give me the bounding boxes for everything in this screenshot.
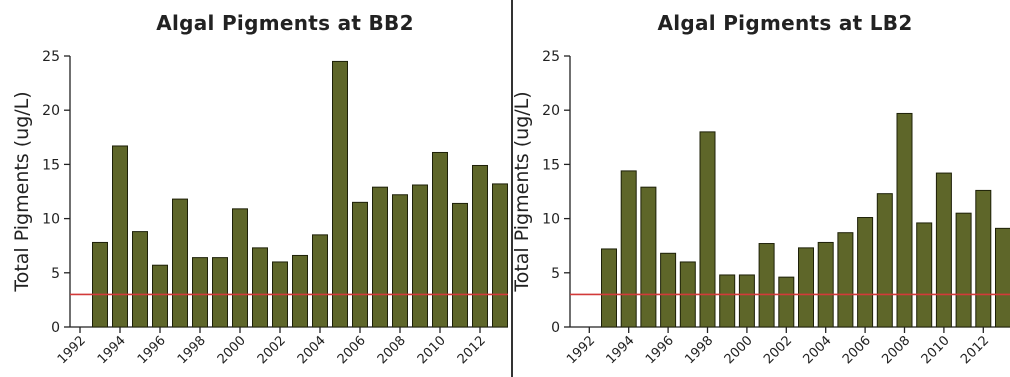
y-tick-label: 15	[42, 157, 60, 173]
y-tick-label: 5	[51, 266, 60, 282]
bar	[432, 151, 448, 328]
y-tick-label: 0	[51, 320, 60, 336]
bar	[352, 201, 368, 328]
chart-lb2: Algal Pigments at LB2 Total Pigments (ug/…	[511, 11, 1010, 367]
bar	[332, 60, 348, 328]
bar	[778, 276, 795, 328]
bar	[92, 241, 108, 328]
x-tick-label: 2012	[455, 333, 489, 367]
y-tick-label: 25	[542, 49, 560, 65]
bar	[312, 234, 328, 328]
y-tick-label: 10	[542, 212, 560, 228]
x-tick-label: 1992	[55, 333, 89, 367]
bar	[132, 231, 148, 328]
bar	[758, 243, 775, 328]
x-tick-label: 2010	[415, 333, 449, 367]
bar	[452, 202, 468, 328]
bar	[660, 252, 677, 328]
x-tick-label: 1996	[643, 333, 677, 367]
x-tick-label: 1994	[604, 333, 638, 367]
bar	[252, 247, 268, 328]
bar	[876, 193, 893, 328]
bar	[392, 194, 408, 328]
y-tick-label: 15	[542, 157, 560, 173]
bar	[232, 208, 248, 328]
y-tick-label: 0	[551, 320, 560, 336]
bar	[112, 145, 128, 328]
y-tick-label: 20	[42, 103, 60, 119]
bar	[620, 170, 637, 328]
bar	[640, 186, 657, 328]
y-axis-label: Total Pigments (ug/L)	[511, 91, 533, 292]
x-tick-label: 1992	[564, 333, 598, 367]
bar	[975, 189, 992, 328]
bar	[738, 274, 755, 328]
bar	[817, 241, 834, 328]
bar	[601, 248, 617, 328]
y-axis-label: Total Pigments (ug/L)	[11, 91, 33, 292]
x-tick-label: 2002	[761, 333, 795, 367]
chart-title: Algal Pigments at BB2	[156, 11, 414, 35]
y-tick-label: 5	[551, 266, 560, 282]
bar	[916, 222, 933, 328]
chart-title: Algal Pigments at LB2	[657, 11, 912, 35]
x-tick-label: 2006	[840, 333, 874, 367]
bar	[152, 264, 168, 328]
x-tick-label: 2000	[215, 333, 249, 367]
x-tick-label: 2004	[295, 333, 329, 367]
bar	[172, 198, 188, 328]
x-tick-label: 1994	[95, 333, 129, 367]
bar	[837, 232, 854, 328]
chart-bb2: Algal Pigments at BB2 Total Pigments (ug/…	[11, 11, 508, 367]
bar	[372, 186, 388, 328]
bar	[699, 131, 716, 328]
x-tick-label: 2004	[801, 333, 835, 367]
x-tick-label: 2008	[375, 333, 409, 367]
x-tick-label: 1996	[135, 333, 169, 367]
bar	[955, 212, 972, 328]
x-tick-label: 1998	[682, 333, 716, 367]
bar	[472, 164, 488, 328]
y-tick-label: 25	[42, 49, 60, 65]
bar	[292, 254, 308, 328]
bar	[192, 257, 208, 328]
bar	[995, 227, 1010, 328]
x-tick-label: 2006	[335, 333, 369, 367]
x-tick-label: 2010	[919, 333, 953, 367]
x-tick-label: 2002	[255, 333, 289, 367]
bar	[857, 217, 874, 328]
x-tick-label: 2012	[958, 333, 992, 367]
x-tick-label: 1998	[175, 333, 209, 367]
bar	[492, 183, 508, 328]
bar	[719, 274, 736, 328]
bar	[212, 257, 228, 328]
y-tick-label: 20	[542, 103, 560, 119]
x-tick-label: 2000	[722, 333, 756, 367]
y-tick-label: 10	[42, 212, 60, 228]
bar	[412, 184, 428, 328]
x-tick-label: 2008	[879, 333, 913, 367]
bar	[935, 172, 952, 328]
bar	[798, 247, 814, 328]
